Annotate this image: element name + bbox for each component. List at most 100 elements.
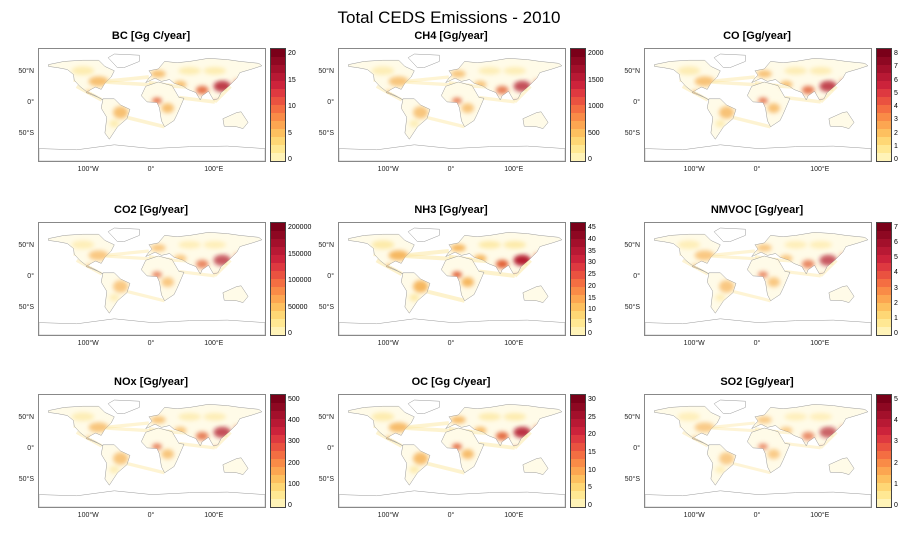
colorbar-segment [877,105,891,113]
emission-hotspot [694,250,715,261]
longitude-label: 100°E [504,340,524,347]
colorbar-tick-label: 5 [588,318,592,326]
colorbar-tick-label: 0 [588,156,592,163]
colorbar-tick-label: 0 [894,502,898,509]
colorbar-segment [571,303,585,311]
colorbar-segment [571,279,585,287]
map-panel: OC [Gg C/year] 50°N 0° 50°S 100°W 0° 100°E 30 25… [300,376,595,536]
latitude-label: 50°S [18,130,34,138]
panel-title: CO2 [Gg/year] [114,204,188,216]
emission-hotspot [450,70,466,78]
longitude-label: 100°E [810,340,830,347]
emission-hotspot [109,293,120,302]
emission-hotspot [71,66,95,76]
colorbar-segment [271,145,285,153]
shipping-lane [213,259,232,278]
emission-hotspot [503,241,527,249]
colorbar-tick-label: 200000 [288,224,312,231]
colorbar-segment [271,327,285,335]
colorbar-segment [571,395,585,403]
longitude-label: 100°W [377,340,399,347]
colorbar [570,222,586,336]
emission-hotspot [150,244,166,252]
emission-hotspot [88,76,109,87]
colorbar-segment [877,483,891,491]
shipping-lane [404,75,450,84]
colorbar-tick-label: 30 [588,396,596,403]
emission-hotspot [409,293,420,302]
colorbar-segment [571,121,585,129]
emission-hotspot [178,241,201,249]
colorbar-segment [571,49,585,57]
emission-hotspot [495,431,509,441]
continent-outline [222,111,249,129]
colorbar-segment [271,137,285,145]
longitude-label: 100°W [77,166,99,173]
map-canvas [339,227,565,335]
colorbar-segment [571,263,585,271]
emission-hotspot [195,431,209,441]
longitude-label: 100°W [377,512,399,519]
emission-hotspot [152,97,163,104]
emission-hotspot [719,280,735,293]
continent-outline [141,81,185,128]
emission-hotspot [150,416,166,424]
colorbar-segment [271,247,285,255]
continent-outline [441,255,485,302]
colorbar-tick-label: 20 [288,50,296,57]
colorbar-tick-label: 5000 [894,89,898,97]
shipping-lane [732,115,771,129]
continent-outline [39,144,265,161]
emission-hotspot [71,240,95,250]
continent-outline [100,98,131,140]
map-canvas [339,399,565,507]
colorbar-tick-label: 20 [588,431,596,439]
emission-hotspot [495,85,509,95]
latitude-label: 0° [327,445,334,452]
map-canvas [645,53,871,161]
latitude-label: 50°S [318,130,334,138]
longitude-label: 0° [147,340,155,347]
latitude-label: 0° [27,99,34,106]
emission-hotspot [719,452,735,465]
colorbar-segment [271,263,285,271]
continent-outline [400,272,431,314]
continent-outline [747,81,791,128]
emission-hotspot [450,244,466,252]
continent-outline [747,255,791,302]
shipping-lane [178,441,215,450]
map-panel: NOx [Gg/year] 50°N 0° 50°S 100°W 0° 100°E 500 40… [0,376,299,536]
colorbar-segment [271,311,285,319]
longitude-label: 100°W [377,166,399,173]
land-layer [39,227,265,335]
emission-hotspot [113,280,129,293]
longitude-label: 0° [447,512,455,519]
continent-outline [828,285,855,303]
longitude-label: 100°E [204,340,224,347]
panel-title: CH4 [Gg/year] [414,30,488,42]
emission-hotspot [677,240,701,250]
colorbar-segment [571,499,585,507]
colorbar-segment [571,239,585,247]
colorbar-segment [877,97,891,105]
shipping-lane [819,85,838,104]
colorbar-tick-label: 40 [588,235,596,243]
longitude-label: 100°W [77,340,99,347]
colorbar-segment [877,499,891,507]
shipping-lane [732,289,771,303]
colorbar-segment [271,435,285,443]
continent-outline [339,490,565,507]
colorbar-segment [271,113,285,121]
colorbar-segment [271,427,285,435]
colorbar-segment [571,57,585,65]
emission-hotspot [88,422,109,433]
shipping-lane [104,75,150,84]
shipping-lane [104,249,150,257]
colorbar-tick-label: 200 [288,459,300,467]
colorbar-segment [271,105,285,113]
latitude-label: 0° [633,273,640,280]
continent-outline [828,457,855,475]
figure-title: Total CEDS Emissions - 2010 [337,8,561,27]
continent-outline [141,427,185,474]
shipping-lane [710,75,756,84]
